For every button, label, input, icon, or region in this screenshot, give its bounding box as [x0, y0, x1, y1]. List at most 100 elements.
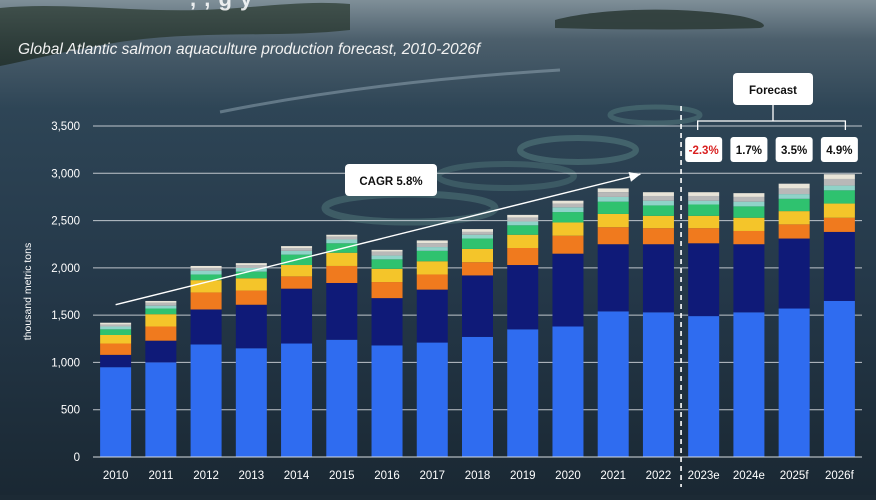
bar-segment	[507, 221, 539, 226]
bar-segment	[823, 217, 855, 232]
bar-segment	[733, 244, 765, 313]
bar-segment	[552, 326, 584, 457]
bar-segment	[100, 335, 132, 344]
bar-segment	[190, 292, 222, 310]
bar-segment	[552, 222, 584, 236]
forecast-callout	[733, 73, 813, 105]
bar-segment	[507, 329, 539, 457]
bar-segment	[642, 205, 674, 216]
bar-segment	[281, 276, 313, 289]
bar-segment	[190, 344, 222, 457]
growth-rate-label: 1.7%	[736, 145, 762, 157]
x-tick-label: 2013	[239, 470, 265, 482]
bar-segment	[235, 267, 267, 272]
bar-segment	[145, 314, 177, 327]
bar-segment	[416, 289, 448, 343]
x-tick-label: 2023e	[688, 470, 720, 482]
bar-segment	[823, 203, 855, 218]
x-tick-label: 2016	[374, 470, 400, 482]
bar-segment	[597, 244, 629, 312]
bar-segment	[688, 204, 720, 216]
bar-segment	[462, 262, 493, 276]
bar-segment	[823, 185, 855, 191]
x-tick-label: 2026f	[825, 470, 855, 482]
y-tick-label: 1,000	[51, 357, 80, 369]
bar-segment	[100, 322, 132, 325]
bar-segment	[100, 367, 132, 457]
bar-segment	[733, 206, 765, 218]
bar-segment	[462, 275, 493, 337]
bar-segment	[597, 201, 629, 214]
bar-segment	[145, 326, 177, 341]
axis-layer: 0 500 1,000 1,500 2,000 2,500 3,000 3,500 thousa…	[22, 121, 862, 482]
bar-segment	[733, 201, 765, 207]
background-island	[555, 9, 764, 30]
bar-segment	[733, 217, 765, 231]
page-title-fragment: , , g y	[190, 0, 253, 12]
bar-segment	[597, 192, 629, 197]
bar-segment	[145, 362, 177, 457]
bar-segment	[281, 247, 313, 251]
background-shoreline	[0, 2, 350, 66]
y-tick-label: 2,000	[51, 263, 80, 275]
x-tick-label: 2022	[646, 470, 672, 482]
bar-segment	[145, 302, 177, 306]
cagr-label: CAGR 5.8%	[359, 176, 422, 188]
bar-segment	[416, 261, 448, 275]
bar-segment	[281, 246, 313, 248]
bar-segment	[145, 308, 177, 315]
bar-segment	[235, 348, 267, 457]
bar-segment	[416, 247, 448, 251]
bar-segment	[642, 200, 674, 206]
bar-segment	[145, 300, 177, 303]
bar-segment	[281, 250, 313, 255]
bar-segment	[778, 198, 810, 212]
bar-segment	[642, 312, 674, 457]
bar-segment	[688, 316, 720, 457]
bar-segment	[416, 250, 448, 262]
background-fish-pen	[607, 104, 703, 126]
bar-segment	[507, 214, 539, 218]
bar-segment	[597, 196, 629, 202]
chart-subtitle: Global Atlantic salmon aquaculture produ…	[18, 41, 481, 58]
bar-segment	[145, 305, 177, 309]
bar-segment	[462, 238, 493, 249]
bar-segment	[416, 274, 448, 290]
x-tick-label: 2025f	[780, 470, 810, 482]
x-tick-label: 2018	[465, 470, 491, 482]
bar-segment	[100, 354, 132, 368]
bar-segment	[416, 240, 448, 244]
bar-segment	[462, 336, 493, 457]
bar-segment	[281, 265, 313, 277]
x-tick-label: 2011	[148, 470, 173, 482]
bar-segment	[235, 304, 267, 349]
x-tick-label: 2021	[600, 470, 626, 482]
bar-segment	[688, 243, 720, 317]
cagr-arrowhead	[628, 172, 641, 182]
bar-segment	[778, 183, 810, 189]
bar-segment	[326, 265, 358, 283]
bar-segment	[462, 229, 493, 232]
y-axis-label: thousand metric tons	[22, 243, 34, 340]
x-tick-label: 2010	[103, 470, 129, 482]
bar-segment	[145, 340, 177, 363]
bar-segment	[733, 230, 765, 245]
bar-segment	[190, 274, 222, 281]
bar-segment	[733, 196, 765, 202]
bar-segment	[326, 234, 358, 237]
bar-segment	[235, 271, 267, 279]
bar-segment	[462, 234, 493, 239]
growth-rate-label: -2.3%	[689, 145, 719, 157]
y-tick-label: 0	[74, 452, 80, 464]
bar-segment	[778, 188, 810, 195]
bar-segment	[688, 215, 720, 229]
bar-segment	[462, 248, 493, 263]
bar-segment	[281, 343, 313, 457]
forecast-bracket	[697, 105, 847, 130]
bar-segment	[733, 193, 765, 197]
bars-layer	[100, 174, 855, 457]
y-tick-label: 2,500	[51, 216, 80, 228]
bar-segment	[326, 282, 358, 340]
bar-segment	[823, 178, 855, 186]
